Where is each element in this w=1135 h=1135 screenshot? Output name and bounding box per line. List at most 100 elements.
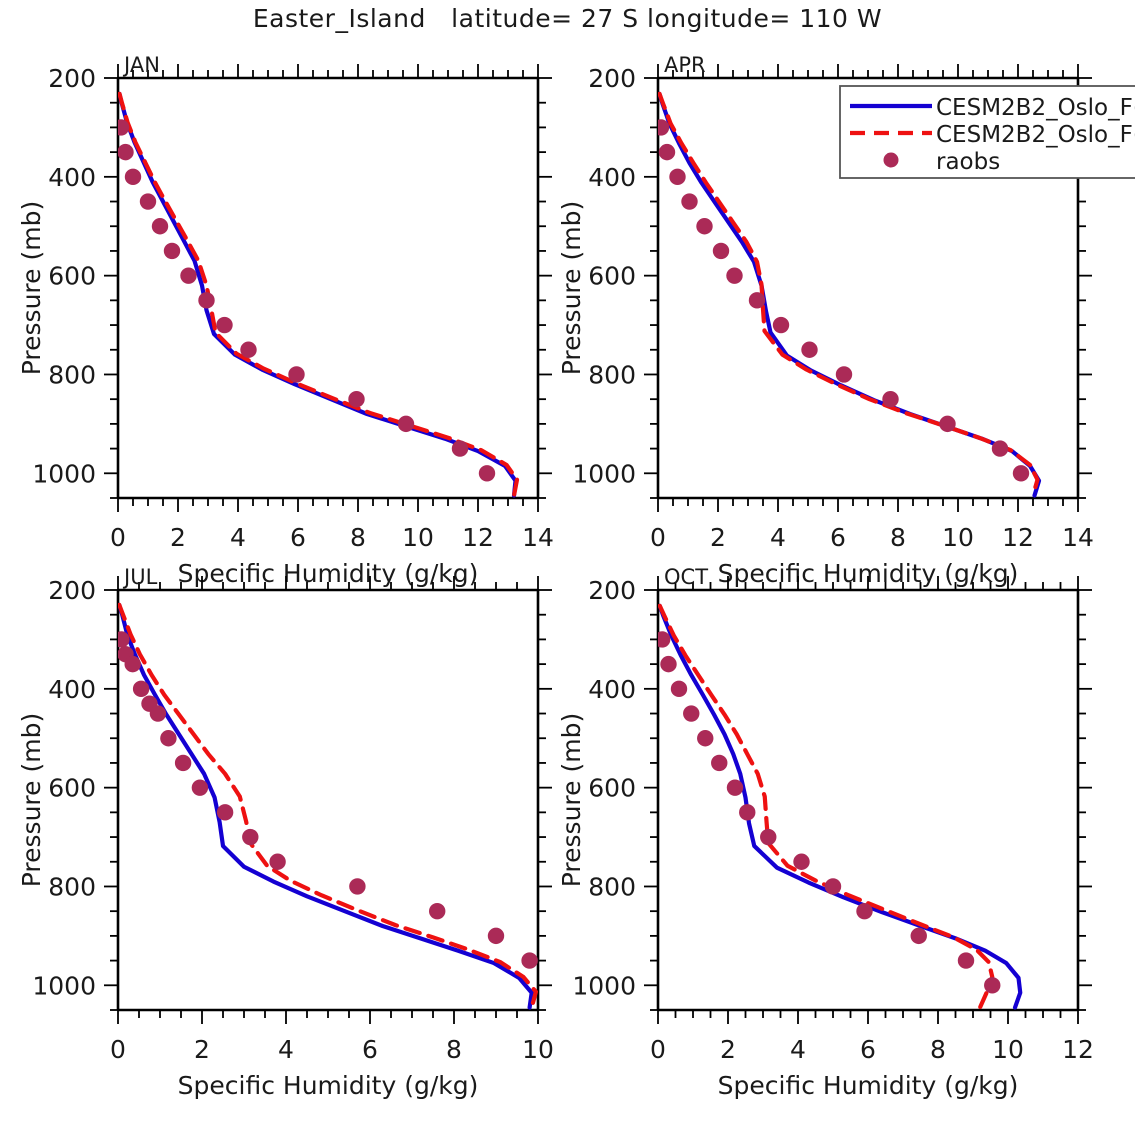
- x-tick-label: 8: [930, 1035, 946, 1064]
- raobs-marker: [835, 366, 853, 383]
- y-tick-label: 600: [48, 262, 96, 291]
- y-axis-label: Pressure (mb): [557, 713, 586, 887]
- panel-data: [118, 602, 538, 1010]
- raobs-marker: [397, 415, 415, 433]
- series-line-dashed: [118, 91, 520, 498]
- raobs-marker: [856, 902, 873, 920]
- x-axis-label: Specific Humidity (g/kg): [178, 1071, 479, 1100]
- y-tick-label: 600: [588, 774, 636, 803]
- raobs-marker: [269, 853, 286, 870]
- y-tick-label: 800: [48, 360, 96, 389]
- raobs-marker: [429, 902, 446, 920]
- raobs-marker: [118, 631, 130, 648]
- raobs-marker: [760, 828, 777, 846]
- x-tick-label: 10: [402, 523, 434, 552]
- x-tick-label: 2: [710, 523, 726, 552]
- raobs-marker: [240, 341, 257, 358]
- raobs-marker: [1012, 465, 1030, 482]
- raobs-marker: [124, 655, 141, 673]
- x-tick-label: 2: [170, 523, 186, 552]
- series-line-solid: [118, 91, 518, 498]
- raobs-marker: [882, 390, 899, 408]
- raobs-marker: [348, 390, 365, 408]
- raobs-marker: [132, 680, 150, 698]
- y-tick-label: 200: [588, 64, 636, 93]
- y-tick-label: 200: [588, 576, 636, 605]
- x-tick-label: 6: [830, 523, 846, 552]
- panel-label-jan: JAN: [122, 53, 160, 77]
- x-axis-label: Specific Humidity (g/kg): [718, 1071, 1019, 1100]
- raobs-marker: [118, 119, 130, 136]
- x-tick-label: 12: [462, 523, 494, 552]
- raobs-marker: [180, 267, 197, 284]
- x-tick-label: 0: [110, 1035, 126, 1064]
- raobs-marker: [174, 754, 192, 772]
- series-line-solid: [658, 603, 1023, 1010]
- raobs-marker: [198, 292, 215, 309]
- raobs-marker: [939, 415, 956, 433]
- raobs-marker: [793, 853, 810, 870]
- panel-oct: 0 2 4 6 8 10 12 200 400 600 800 1000 OCT Specific Hum…: [557, 565, 1094, 1100]
- x-tick-label: 4: [230, 523, 246, 552]
- x-tick-label: 4: [790, 1035, 806, 1064]
- figure-title: Easter_Island latitude= 27 S longitude= …: [252, 4, 883, 33]
- raobs-marker: [697, 730, 714, 747]
- y-tick-label: 200: [48, 576, 96, 605]
- panel-data: [658, 603, 1023, 1010]
- legend-swatch-marker: [883, 152, 899, 168]
- y-tick-label: 600: [48, 774, 96, 803]
- raobs-marker: [669, 168, 686, 186]
- y-tick-label: 800: [588, 872, 636, 901]
- y-tick-label: 400: [48, 163, 96, 192]
- series-line-dashed: [658, 603, 995, 1010]
- x-tick-label: 8: [446, 1035, 462, 1064]
- series-line-dashed: [658, 91, 1040, 498]
- raobs-marker: [124, 168, 142, 186]
- raobs-marker: [160, 730, 177, 747]
- y-tick-label: 600: [588, 262, 636, 291]
- raobs-marker: [288, 366, 305, 383]
- x-tick-label: 6: [362, 1035, 378, 1064]
- panel-jul: 0 2 4 6 8 10 200 400 600 800 1000 JUL Specific Humid…: [17, 565, 554, 1100]
- raobs-marker: [658, 631, 671, 648]
- raobs-marker: [824, 878, 842, 895]
- x-tick-label: 12: [1002, 523, 1034, 552]
- panel-label-jul: JUL: [122, 565, 158, 589]
- raobs-marker: [658, 119, 670, 136]
- raobs-marker: [478, 465, 496, 482]
- raobs-marker: [151, 218, 169, 235]
- panel-data: [118, 91, 520, 498]
- raobs-marker: [487, 927, 505, 945]
- raobs-marker: [118, 143, 134, 161]
- raobs-marker: [521, 952, 538, 969]
- raobs-marker: [696, 218, 713, 235]
- raobs-marker: [726, 779, 744, 796]
- x-tick-label: 0: [650, 523, 666, 552]
- raobs-marker: [191, 779, 209, 796]
- y-tick-label: 800: [588, 360, 636, 389]
- y-tick-label: 1000: [572, 459, 636, 488]
- x-tick-label: 14: [1062, 523, 1094, 552]
- raobs-marker: [681, 193, 698, 210]
- raobs-marker: [216, 316, 233, 334]
- x-tick-label: 4: [278, 1035, 294, 1064]
- series-line-solid: [118, 602, 534, 1010]
- raobs-marker: [748, 292, 766, 309]
- raobs-marker: [984, 977, 1001, 994]
- panel-label-oct: OCT: [664, 565, 708, 589]
- x-tick-label: 8: [350, 523, 366, 552]
- raobs-marker: [658, 143, 676, 161]
- legend-label-model-dashed: CESM2B2_Oslo_F(: [936, 122, 1135, 148]
- raobs-marker: [726, 267, 743, 284]
- y-axis-label: Pressure (mb): [17, 713, 46, 887]
- x-tick-label: 4: [770, 523, 786, 552]
- x-tick-label: 10: [942, 523, 974, 552]
- y-tick-label: 800: [48, 872, 96, 901]
- y-tick-label: 1000: [572, 971, 636, 1000]
- legend-label-model-solid: CESM2B2_Oslo_F(: [936, 95, 1135, 121]
- raobs-marker: [712, 242, 730, 260]
- y-tick-label: 400: [588, 675, 636, 704]
